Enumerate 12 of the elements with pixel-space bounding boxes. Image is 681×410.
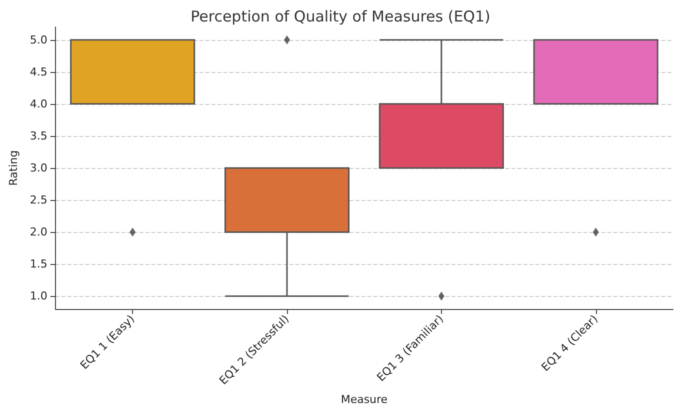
- y-tick-label: 1.5: [30, 258, 48, 271]
- chart-title: Perception of Quality of Measures (EQ1): [190, 8, 490, 26]
- x-axis-title: Measure: [340, 393, 388, 406]
- y-tick-label: 5.0: [30, 33, 48, 46]
- y-tick-label: 2.0: [30, 226, 48, 239]
- y-axis-title: Rating: [7, 150, 20, 186]
- y-tick-label: 2.5: [30, 194, 48, 207]
- y-tick-label: 3.5: [30, 129, 48, 142]
- y-tick-label: 4.5: [30, 65, 48, 78]
- y-tick-label: 1.0: [30, 290, 48, 303]
- y-tick-label: 3.0: [30, 162, 48, 174]
- y-tick-label: 4.0: [30, 97, 48, 110]
